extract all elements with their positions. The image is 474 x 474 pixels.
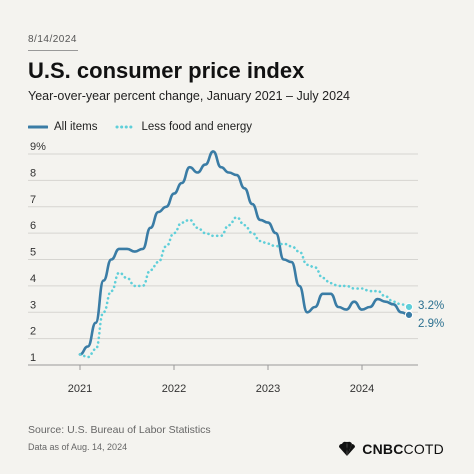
cnbc-logo: CNBC COTD — [336, 441, 444, 457]
legend-swatch-dotted — [115, 125, 136, 129]
y-tick-label-1: 1 — [30, 352, 36, 364]
legend-label-core: Less food and energy — [141, 121, 253, 133]
peacock-icon — [339, 441, 356, 456]
x-tick-label-2023: 2023 — [256, 383, 280, 395]
logo-text: CNBC — [362, 441, 404, 457]
series-end-label-core: 3.2% — [418, 300, 444, 312]
x-tick-label-2024: 2024 — [350, 383, 374, 395]
y-tick-label-8: 8 — [30, 167, 36, 179]
date-rule — [28, 50, 78, 51]
data-date-note: Data as of Aug. 14, 2024 — [28, 442, 128, 452]
y-tick-label-9: 9% — [30, 141, 46, 153]
x-tick-label-2022: 2022 — [162, 383, 186, 395]
y-tick-label-3: 3 — [30, 299, 36, 311]
legend: All items Less food and energy — [28, 121, 270, 133]
x-tick-label-2021: 2021 — [68, 383, 92, 395]
source-note: Source: U.S. Bureau of Labor Statistics — [28, 424, 211, 436]
legend-item-core: Less food and energy — [115, 121, 252, 133]
chart-subtitle: Year-over-year percent change, January 2… — [28, 89, 350, 103]
legend-swatch-solid — [28, 125, 48, 129]
chart-title: U.S. consumer price index — [28, 58, 305, 83]
y-tick-label-5: 5 — [30, 247, 36, 259]
series-end-point-all-items — [404, 310, 414, 319]
legend-label-all-items: All items — [54, 121, 98, 133]
series-end-point-core — [404, 302, 414, 312]
series-line-core — [78, 216, 411, 359]
date-label: 8/14/2024 — [28, 34, 77, 45]
series-line-all-items — [78, 150, 411, 356]
y-tick-label-2: 2 — [30, 326, 36, 338]
y-tick-label-7: 7 — [30, 194, 36, 206]
logo-suffix: COTD — [403, 441, 444, 457]
y-tick-label-6: 6 — [30, 220, 36, 232]
y-tick-label-4: 4 — [30, 273, 36, 285]
series-end-label-all-items: 2.9% — [418, 318, 444, 330]
legend-item-all-items: All items — [28, 121, 97, 133]
